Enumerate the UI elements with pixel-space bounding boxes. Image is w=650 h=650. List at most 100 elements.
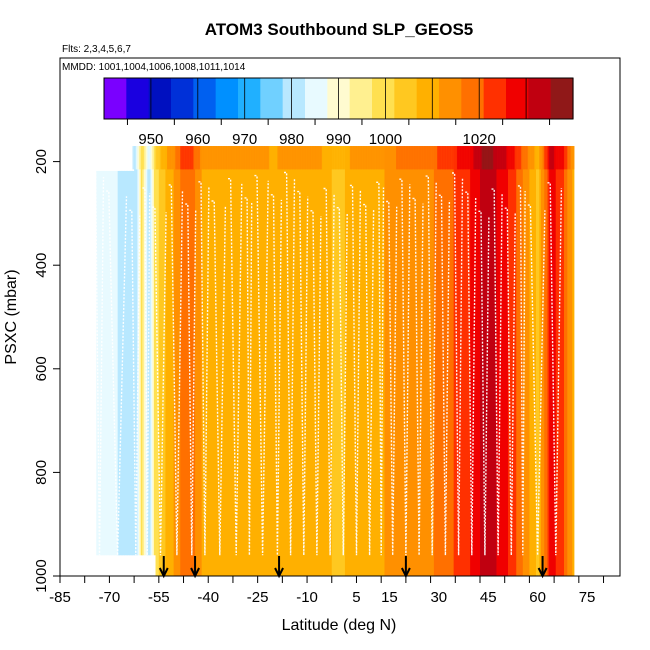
colorbar-segment [528,78,552,119]
heatmap-cell [134,146,137,556]
heatmap-cell [338,146,341,576]
heatmap-cell [200,146,203,170]
dates-note: MMDD: 1001,1004,1006,1008,1011,1014 [62,62,246,73]
heatmap-cell [488,146,491,170]
heatmap-cell [204,146,208,170]
heatmap-cell [344,146,348,576]
heatmap-cell [252,146,255,170]
heatmap-cell [394,146,397,170]
heatmap-cell [419,146,422,576]
heatmap-cell [489,146,493,170]
heatmap-cell [260,146,264,170]
profile-line [297,190,309,556]
heatmap-cell [570,146,573,170]
heatmap-cell [458,146,461,170]
heatmap-cell [183,146,186,170]
heatmap-cell [498,146,501,576]
heatmap-cell [264,146,267,170]
colorbar-label: 960 [185,131,210,148]
heatmap-cell [167,146,170,170]
heatmap-cell [167,146,170,576]
profile-line [527,204,546,556]
heatmap-cell [139,146,142,556]
heatmap-cell [231,146,234,170]
heatmap-cell [549,146,552,576]
heatmap-cell [512,146,516,170]
profile-line [254,174,269,556]
profile-line [323,187,335,556]
heatmap-cell [223,146,226,576]
heatmap-cell [506,146,509,170]
heatmap-cell [470,146,473,170]
heatmap-cell [460,146,463,576]
heatmap-cell [508,146,511,170]
x-tick-label: 60 [529,589,546,606]
x-tick-label: -25 [247,589,269,606]
heatmap-cell [165,146,168,576]
heatmap-cell [461,146,465,576]
heatmap-cell [303,146,306,576]
heatmap-cell [484,146,488,170]
heatmap-cell [132,146,135,170]
heatmap-cell [363,146,366,170]
heatmap-cell [279,146,282,170]
y-tick-label: 1000 [33,559,50,592]
heatmap-cell [501,146,504,170]
heatmap-cell [293,146,297,170]
heatmap-cell [211,146,214,576]
heatmap-cell [559,146,562,170]
heatmap-cell [476,146,479,576]
heatmap-cell [254,146,257,170]
heatmap-cell [475,146,478,576]
heatmap-cell [308,146,311,170]
heatmap-cell [284,146,287,576]
profile-line [399,178,411,556]
heatmap-cell [494,146,497,170]
profile-line [198,181,210,556]
heatmap-cell [302,146,305,576]
heatmap-cell [372,146,376,576]
profile-lines [92,171,563,556]
heatmap-cell [425,146,428,576]
profile-line [336,207,348,556]
colorbar-label: 970 [232,131,257,148]
heatmap-cell [437,146,440,170]
heatmap-cell [425,146,428,170]
heatmap-cell [414,146,417,576]
heatmap-cell [344,146,348,170]
heatmap-cell [340,146,343,170]
heatmap-cell [529,146,532,170]
profile-line [517,185,526,556]
heatmap-cell [203,146,206,576]
heatmap-cell [272,146,275,576]
heatmap-cell [409,146,412,170]
heatmap-cell [478,146,481,170]
heatmap-cell [565,146,568,576]
heatmap-cell [293,146,297,576]
profile-line [106,190,128,556]
heatmap-cell [526,146,529,576]
colorbar-segment [372,78,395,119]
heatmap-cell [412,146,415,170]
heatmap-cell [382,146,385,576]
heatmap-cell [218,146,221,170]
heatmap-cell [152,146,155,170]
heatmap-cell [308,146,311,576]
heatmap-cell [560,146,563,170]
heatmap-cell [310,146,313,576]
heatmap-cell [229,146,232,170]
heatmap-cell [499,146,502,170]
x-tick-label: -40 [197,589,219,606]
heatmap-cell [341,146,344,170]
heatmap-cell [511,146,514,170]
heatmap-cell [201,146,204,576]
heatmap-cell [450,146,453,170]
heatmap-cell [305,146,308,170]
heatmap-cell [470,146,473,576]
heatmap-cell [521,146,524,170]
heatmap-cell [185,146,188,576]
heatmap-cell [545,146,549,170]
heatmap-cell [275,146,278,576]
heatmap-cell [478,146,481,576]
